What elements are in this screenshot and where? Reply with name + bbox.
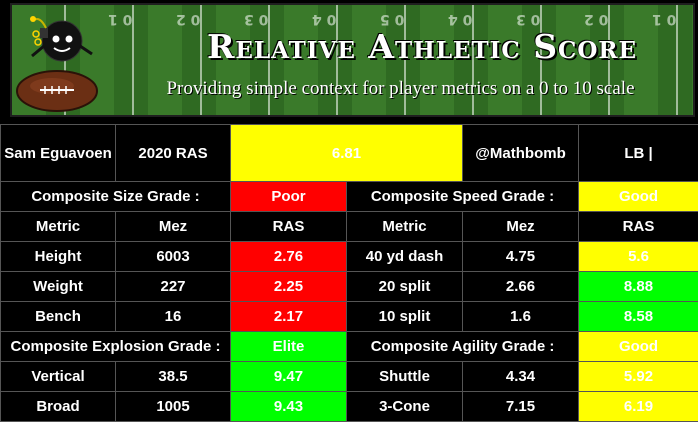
size-grade-value: Poor xyxy=(231,182,347,212)
grade-row: Composite Size Grade : Poor Composite Sp… xyxy=(1,182,698,212)
yard-number: 0 3 xyxy=(516,11,540,27)
col-mez: Mez xyxy=(116,212,231,242)
metric-ras: 2.17 xyxy=(231,302,347,332)
table-row: Bench 16 2.17 10 split 1.6 8.58 xyxy=(1,302,698,332)
metric-measurement: 2.66 xyxy=(463,272,579,302)
col-metric: Metric xyxy=(347,212,463,242)
yard-number: 0 4 xyxy=(312,11,336,27)
metric-name: 3-Cone xyxy=(347,392,463,422)
grade-row: Composite Explosion Grade : Elite Compos… xyxy=(1,332,698,362)
metric-ras: 5.6 xyxy=(579,242,698,272)
metric-measurement: 4.75 xyxy=(463,242,579,272)
yard-number: 0 2 xyxy=(584,11,608,27)
table-row: Broad 1005 9.43 3-Cone 7.15 6.19 xyxy=(1,392,698,422)
metric-measurement: 38.5 xyxy=(116,362,231,392)
metric-measurement: 227 xyxy=(116,272,231,302)
metric-ras: 2.25 xyxy=(231,272,347,302)
yard-number: 0 4 xyxy=(448,11,472,27)
metric-measurement: 6003 xyxy=(116,242,231,272)
metric-ras: 8.58 xyxy=(579,302,698,332)
agility-grade-value: Good xyxy=(579,332,698,362)
col-ras: RAS xyxy=(231,212,347,242)
yard-number: 0 1 xyxy=(652,11,676,27)
page-subtitle: Providing simple context for player metr… xyxy=(108,78,693,100)
ras-table: Sam Eguavoen 2020 RAS 6.81 @Mathbomb LB … xyxy=(0,124,698,422)
page-title: Relative Athletic Score xyxy=(152,27,692,66)
table-row: Height 6003 2.76 40 yd dash 4.75 5.6 xyxy=(1,242,698,272)
metric-name: Weight xyxy=(1,272,116,302)
metric-name: 10 split xyxy=(347,302,463,332)
metric-measurement: 1005 xyxy=(116,392,231,422)
table-row: Weight 227 2.25 20 split 2.66 8.88 xyxy=(1,272,698,302)
metric-ras: 9.47 xyxy=(231,362,347,392)
metric-ras: 5.92 xyxy=(579,362,698,392)
metric-name: Vertical xyxy=(1,362,116,392)
ras-score: 6.81 xyxy=(231,125,463,182)
metric-ras: 6.19 xyxy=(579,392,698,422)
speed-grade-value: Good xyxy=(579,182,698,212)
explosion-grade-value: Elite xyxy=(231,332,347,362)
yard-number: 0 5 xyxy=(380,11,404,27)
explosion-grade-label: Composite Explosion Grade : xyxy=(1,332,231,362)
year-ras-label: 2020 RAS xyxy=(116,125,231,182)
metric-name: Height xyxy=(1,242,116,272)
col-mez: Mez xyxy=(463,212,579,242)
metric-measurement: 4.34 xyxy=(463,362,579,392)
table-row: Vertical 38.5 9.47 Shuttle 4.34 5.92 xyxy=(1,362,698,392)
metric-ras: 8.88 xyxy=(579,272,698,302)
banner: 0 1 0 2 0 3 0 4 0 5 0 4 0 3 0 2 0 1 Rela… xyxy=(0,0,698,122)
player-name: Sam Eguavoen xyxy=(1,125,116,182)
metric-measurement: 1.6 xyxy=(463,302,579,332)
metric-name: 20 split xyxy=(347,272,463,302)
yard-number: 0 3 xyxy=(244,11,268,27)
metric-measurement: 16 xyxy=(116,302,231,332)
col-ras: RAS xyxy=(579,212,698,242)
metric-name: Broad xyxy=(1,392,116,422)
metric-name: Bench xyxy=(1,302,116,332)
speed-grade-label: Composite Speed Grade : xyxy=(347,182,579,212)
player-position: LB | xyxy=(579,125,698,182)
col-metric: Metric xyxy=(1,212,116,242)
metric-ras: 9.43 xyxy=(231,392,347,422)
mathbomb-logo-icon xyxy=(12,6,107,116)
yard-number: 0 1 xyxy=(108,11,132,27)
yard-number: 0 2 xyxy=(176,11,200,27)
column-header-row: Metric Mez RAS Metric Mez RAS xyxy=(1,212,698,242)
header-row: Sam Eguavoen 2020 RAS 6.81 @Mathbomb LB … xyxy=(1,125,698,182)
metric-name: Shuttle xyxy=(347,362,463,392)
twitter-handle: @Mathbomb xyxy=(463,125,579,182)
metric-name: 40 yd dash xyxy=(347,242,463,272)
agility-grade-label: Composite Agility Grade : xyxy=(347,332,579,362)
size-grade-label: Composite Size Grade : xyxy=(1,182,231,212)
metric-measurement: 7.15 xyxy=(463,392,579,422)
metric-ras: 2.76 xyxy=(231,242,347,272)
